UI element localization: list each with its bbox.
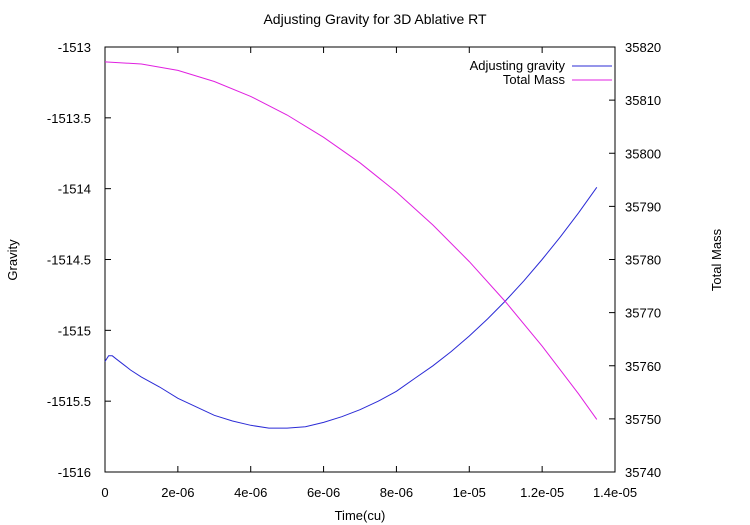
- y2-tick-label: 35750: [625, 412, 661, 427]
- x-axis: 0 2e-06 4e-06 6e-06 8e-06 1e-05 1.2e-05 1.4e-05: [101, 47, 637, 500]
- y2-tick-label: 35770: [625, 306, 661, 321]
- legend-label-adjusting-gravity: Adjusting gravity: [470, 58, 566, 73]
- y2-tick-label: 35810: [625, 93, 661, 108]
- x-tick-label: 8e-06: [380, 485, 413, 500]
- x-tick-label: 6e-06: [307, 485, 340, 500]
- y-axis-right: 35820 35810 35800 35790 35780 35770 35760 35750…: [609, 40, 661, 480]
- x-tick-label: 1.2e-05: [520, 485, 564, 500]
- y2-tick-label: 35780: [625, 253, 661, 268]
- legend: Adjusting gravity Total Mass: [470, 58, 612, 87]
- y2-tick-label: 35740: [625, 465, 661, 480]
- x-tick-label: 1e-05: [453, 485, 486, 500]
- y2-tick-label: 35820: [625, 40, 661, 55]
- y-tick-label: -1513: [58, 40, 91, 55]
- x-tick-label: 0: [101, 485, 108, 500]
- legend-label-total-mass: Total Mass: [503, 72, 566, 87]
- y-tick-label: -1514.5: [47, 253, 91, 268]
- y-tick-label: -1515.5: [47, 394, 91, 409]
- y-tick-label: -1513.5: [47, 111, 91, 126]
- y2-tick-label: 35790: [625, 199, 661, 214]
- y2-tick-label: 35800: [625, 146, 661, 161]
- y2-tick-label: 35760: [625, 359, 661, 374]
- y-tick-label: -1515: [58, 323, 91, 338]
- series-line-total-mass: [104, 61, 598, 420]
- chart-title: Adjusting Gravity for 3D Ablative RT: [263, 11, 487, 27]
- x-tick-label: 2e-06: [161, 485, 194, 500]
- series-line-adjusting-gravity: [104, 187, 598, 429]
- series-layer: [104, 61, 598, 429]
- y2-axis-label: Total Mass: [709, 228, 724, 291]
- y-axis-left: -1513 -1513.5 -1514 -1514.5 -1515 -1515.5 -151…: [47, 40, 111, 480]
- plot-frame: [104, 46, 616, 473]
- x-tick-label: 1.4e-05: [593, 485, 637, 500]
- y-tick-label: -1516: [58, 465, 91, 480]
- y-tick-label: -1514: [58, 182, 91, 197]
- y-axis-label: Gravity: [5, 239, 20, 281]
- x-axis-label: Time(cu): [335, 508, 386, 523]
- x-tick-label: 4e-06: [234, 485, 267, 500]
